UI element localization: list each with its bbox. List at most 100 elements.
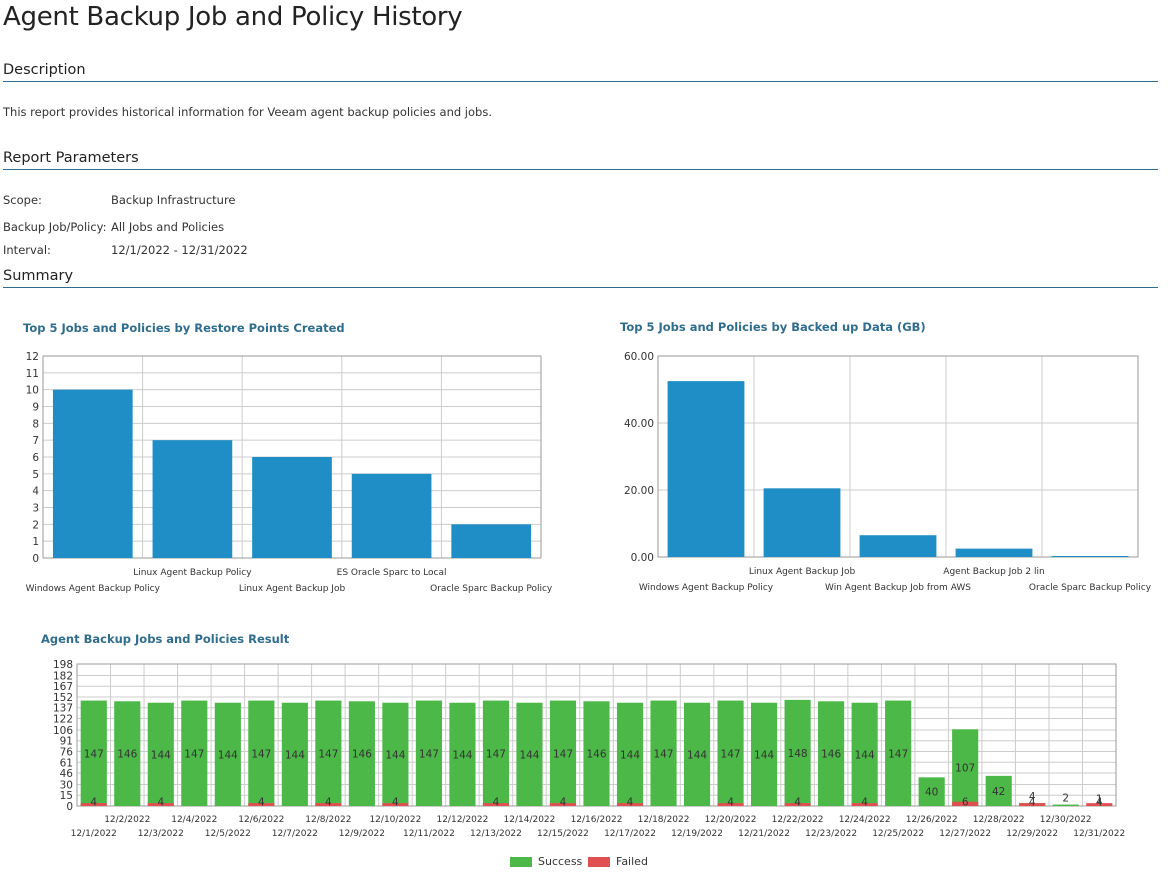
chart3-success-label: 144 xyxy=(519,749,539,761)
chart3-failed-label: 4 xyxy=(493,797,500,809)
chart1-bar xyxy=(52,389,133,558)
chart3-category-label: 12/16/2022 xyxy=(571,815,623,825)
chart3-ytick-label: 61 xyxy=(60,757,73,769)
chart3-failed-label: 4 xyxy=(727,797,734,809)
chart3-success-label: 42 xyxy=(992,786,1005,798)
chart3-success-bar xyxy=(482,700,510,806)
param-scope-value: Backup Infrastructure xyxy=(111,193,236,207)
chart3-ytick-label: 137 xyxy=(53,703,73,715)
chart3-category-label: 12/2/2022 xyxy=(104,815,150,825)
chart3-category-label: 12/29/2022 xyxy=(1006,829,1058,839)
chart3-category-label: 12/19/2022 xyxy=(671,829,723,839)
chart3-failed-bar xyxy=(784,803,811,806)
legend-failed-swatch xyxy=(588,856,610,867)
param-job-value: All Jobs and Policies xyxy=(111,220,225,234)
chart3-success-bar xyxy=(784,699,811,806)
chart2-category-label: Oracle Sparc Backup Policy xyxy=(1029,583,1152,593)
param-scope-label: Scope: xyxy=(3,193,42,207)
chart3-failed-bar xyxy=(616,803,644,806)
chart3-success-bar xyxy=(248,700,275,806)
chart3-failed-bar xyxy=(248,803,275,806)
chart1-title: Top 5 Jobs and Policies by Restore Point… xyxy=(23,321,345,335)
chart3-success-label: 144 xyxy=(452,749,472,761)
chart3-ytick-label: 91 xyxy=(60,736,73,748)
chart3-success-label: 146 xyxy=(352,749,372,761)
chart3-success-bar xyxy=(516,702,543,806)
chart3-success-bar xyxy=(985,775,1012,806)
chart3-success-label: 147 xyxy=(654,748,674,760)
chart3-success-label: 147 xyxy=(553,748,573,760)
legend-failed: Failed xyxy=(588,855,648,868)
chart3-success-label: 147 xyxy=(318,748,338,760)
chart3-failed-label: 4 xyxy=(627,797,634,809)
chart3-failed-bar xyxy=(382,803,409,806)
chart1-ytick-label: 7 xyxy=(32,435,39,447)
chart3-category-label: 12/11/2022 xyxy=(403,829,455,839)
chart3-category-label: 12/10/2022 xyxy=(369,815,421,825)
chart2-category-label: Linux Agent Backup Job xyxy=(749,567,856,577)
chart3-success-label: 144 xyxy=(151,749,171,761)
chart3-failed-label: 4 xyxy=(560,797,567,809)
job-result-chart: 0153046617691106122137152167182198147412… xyxy=(53,659,1125,839)
chart3-success-bar xyxy=(918,777,945,806)
chart2-category-label: Windows Agent Backup Policy xyxy=(639,583,774,593)
summary-heading: Summary xyxy=(3,268,1158,288)
chart3-success-bar xyxy=(751,702,778,806)
chart3-success-label: 144 xyxy=(687,749,707,761)
chart3-success-bar xyxy=(1052,804,1079,806)
chart3-success-bar xyxy=(348,701,375,806)
chart3-failed-label: 4 xyxy=(325,797,332,809)
legend-success-swatch xyxy=(510,856,532,867)
chart1-ytick-label: 4 xyxy=(32,486,39,498)
chart1-ytick-label: 11 xyxy=(26,368,39,380)
chart3-success-bar xyxy=(181,700,208,806)
chart3-success-label: 147 xyxy=(486,748,506,760)
chart1-category-label: Linux Agent Backup Job xyxy=(239,584,346,594)
chart3-category-label: 12/24/2022 xyxy=(839,815,891,825)
chart3-success-label: 148 xyxy=(788,748,808,760)
chart1-ytick-label: 8 xyxy=(32,418,39,430)
legend-success-label: Success xyxy=(538,855,583,868)
legend-success: Success xyxy=(510,855,582,868)
chart3-category-label: 12/8/2022 xyxy=(305,815,351,825)
chart3-success-label: 146 xyxy=(586,749,606,761)
chart3-category-label: 12/6/2022 xyxy=(238,815,284,825)
chart3-ytick-label: 152 xyxy=(53,692,73,704)
chart3-failed-label: 4 xyxy=(392,797,399,809)
chart3-success-bar xyxy=(717,700,744,806)
chart3-failed-label: 4 xyxy=(794,797,801,809)
param-interval-label: Interval: xyxy=(3,243,51,257)
chart3-success-label: 40 xyxy=(925,787,938,799)
description-text: This report provides historical informat… xyxy=(3,105,492,119)
chart3-title: Agent Backup Jobs and Policies Result xyxy=(41,632,290,646)
chart3-ytick-label: 106 xyxy=(53,725,73,737)
chart3-failed-bar xyxy=(1019,803,1046,806)
chart1-bar xyxy=(152,440,233,558)
chart3-failed-label: 4 xyxy=(1029,797,1036,809)
chart1-category-label: ES Oracle Sparc to Local xyxy=(337,568,447,578)
chart1-ytick-label: 3 xyxy=(32,503,39,515)
chart1-bar xyxy=(351,473,432,558)
chart2-bar xyxy=(859,535,937,557)
chart3-success-label: 146 xyxy=(821,749,841,761)
chart3-category-label: 12/22/2022 xyxy=(772,815,824,825)
chart3-failed-bar xyxy=(1086,803,1113,806)
chart2-category-label: Win Agent Backup Job from AWS xyxy=(825,583,971,593)
chart3-success-label: 147 xyxy=(888,748,908,760)
chart1-bar xyxy=(252,457,332,558)
chart3-ytick-label: 122 xyxy=(53,714,73,726)
chart3-success-label: 144 xyxy=(754,749,774,761)
chart2-title: Top 5 Jobs and Policies by Backed up Dat… xyxy=(620,320,926,334)
chart2-category-label: Agent Backup Job 2 lin xyxy=(943,567,1044,577)
chart3-failed-bar xyxy=(717,803,744,806)
chart3-ytick-label: 167 xyxy=(53,681,73,693)
chart3-category-label: 12/27/2022 xyxy=(939,829,991,839)
chart3-category-label: 12/21/2022 xyxy=(738,829,790,839)
legend-failed-label: Failed xyxy=(616,855,648,868)
chart3-failed-bar xyxy=(482,803,510,806)
chart1-ytick-label: 9 xyxy=(32,402,39,414)
chart3-category-label: 12/7/2022 xyxy=(272,829,318,839)
chart2-bar xyxy=(667,381,745,557)
chart3-success-label: 147 xyxy=(419,748,439,760)
